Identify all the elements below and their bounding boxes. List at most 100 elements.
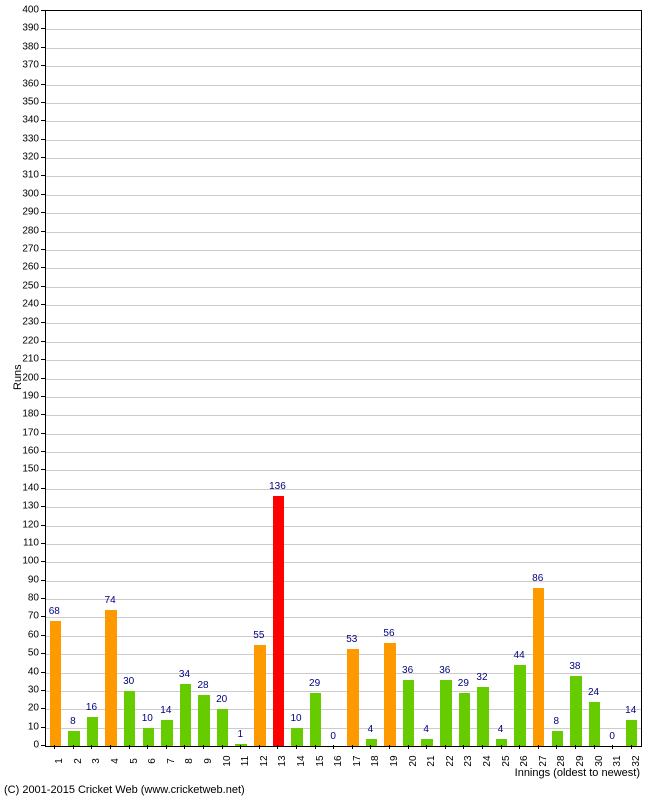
y-tick — [41, 727, 45, 728]
bar-value-label: 86 — [532, 573, 543, 584]
x-tick — [370, 745, 371, 749]
y-tick-label: 350 — [0, 96, 39, 107]
y-tick-label: 230 — [0, 317, 39, 328]
gridline — [46, 673, 641, 674]
y-tick — [41, 690, 45, 691]
gridline — [46, 103, 641, 104]
gridline — [46, 617, 641, 618]
y-tick — [41, 396, 45, 397]
bar-value-label: 29 — [458, 678, 469, 689]
y-tick-label: 30 — [0, 684, 39, 695]
x-tick — [296, 745, 297, 749]
y-tick-label: 270 — [0, 243, 39, 254]
x-tick — [333, 745, 334, 749]
bar — [273, 496, 285, 746]
gridline — [46, 544, 641, 545]
y-tick — [41, 65, 45, 66]
bar-value-label: 16 — [86, 702, 97, 713]
y-tick — [41, 580, 45, 581]
y-tick — [41, 120, 45, 121]
x-tick — [445, 745, 446, 749]
y-tick-label: 360 — [0, 78, 39, 89]
gridline — [46, 562, 641, 563]
y-tick-label: 220 — [0, 335, 39, 346]
y-tick-label: 210 — [0, 354, 39, 365]
gridline — [46, 489, 641, 490]
y-tick — [41, 267, 45, 268]
x-tick — [575, 745, 576, 749]
y-tick-label: 240 — [0, 299, 39, 310]
x-tick-label: 16 — [333, 755, 344, 766]
bar-value-label: 74 — [105, 595, 116, 606]
x-tick-label: 5 — [129, 758, 140, 764]
y-tick — [41, 231, 45, 232]
bar — [50, 621, 62, 746]
bar-value-label: 136 — [269, 481, 286, 492]
y-tick — [41, 322, 45, 323]
y-tick-label: 160 — [0, 446, 39, 457]
gridline — [46, 158, 641, 159]
bar — [291, 728, 303, 746]
gridline — [46, 599, 641, 600]
bar-value-label: 28 — [197, 680, 208, 691]
gridline — [46, 268, 641, 269]
x-tick — [91, 745, 92, 749]
x-tick — [538, 745, 539, 749]
y-tick — [41, 304, 45, 305]
x-tick-label: 15 — [315, 755, 326, 766]
bar-value-label: 14 — [160, 705, 171, 716]
gridline — [46, 397, 641, 398]
y-tick-label: 200 — [0, 372, 39, 383]
y-tick-label: 20 — [0, 703, 39, 714]
bar — [217, 709, 229, 746]
y-tick-label: 50 — [0, 648, 39, 659]
gridline — [46, 452, 641, 453]
y-tick — [41, 506, 45, 507]
gridline — [46, 415, 641, 416]
y-tick-label: 340 — [0, 115, 39, 126]
x-tick — [110, 745, 111, 749]
bar-value-label: 29 — [309, 678, 320, 689]
x-tick — [408, 745, 409, 749]
copyright-text: (C) 2001-2015 Cricket Web (www.cricketwe… — [4, 784, 245, 796]
bar-value-label: 44 — [514, 650, 525, 661]
bar — [626, 720, 638, 746]
bar — [105, 610, 117, 746]
y-tick — [41, 194, 45, 195]
y-tick — [41, 653, 45, 654]
gridline — [46, 342, 641, 343]
x-tick-label: 11 — [240, 756, 251, 766]
y-tick-label: 150 — [0, 464, 39, 475]
y-tick-label: 70 — [0, 611, 39, 622]
x-tick-label: 26 — [519, 755, 530, 766]
x-tick — [54, 745, 55, 749]
y-tick — [41, 616, 45, 617]
x-tick-label: 28 — [556, 755, 567, 766]
y-tick — [41, 745, 45, 746]
gridline — [46, 195, 641, 196]
gridline — [46, 379, 641, 380]
bar — [403, 680, 415, 746]
gridline — [46, 287, 641, 288]
bar — [198, 695, 210, 746]
x-tick-label: 18 — [370, 755, 381, 766]
y-tick-label: 260 — [0, 262, 39, 273]
y-tick — [41, 561, 45, 562]
x-tick-label: 27 — [538, 755, 549, 766]
gridline — [46, 66, 641, 67]
x-tick — [240, 745, 241, 749]
y-tick — [41, 212, 45, 213]
x-tick-label: 8 — [184, 758, 195, 764]
bar — [384, 643, 396, 746]
y-tick — [41, 635, 45, 636]
x-tick — [315, 745, 316, 749]
y-tick — [41, 598, 45, 599]
x-tick-label: 12 — [259, 755, 270, 766]
x-tick-label: 25 — [501, 755, 512, 766]
x-tick-label: 6 — [147, 758, 158, 764]
y-tick — [41, 469, 45, 470]
x-tick — [482, 745, 483, 749]
x-tick — [259, 745, 260, 749]
chart-container: Runs Innings (oldest to newest) (C) 2001… — [0, 0, 650, 800]
bar — [124, 691, 136, 746]
